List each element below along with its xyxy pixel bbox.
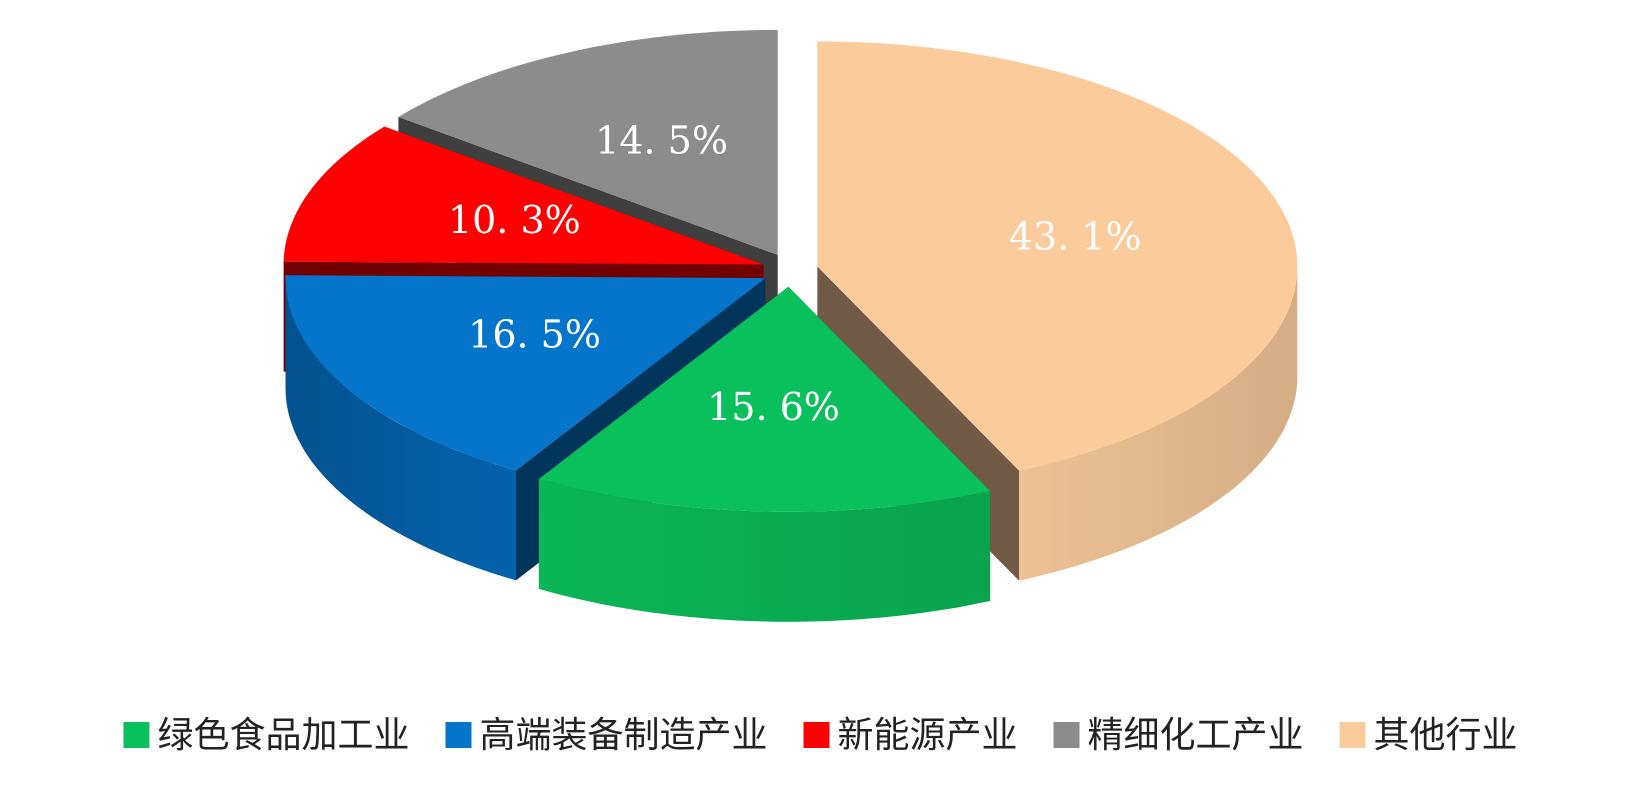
- slice-top: [283, 126, 764, 265]
- legend-swatch: [1339, 722, 1366, 748]
- data-label: 10. 3%: [448, 198, 581, 242]
- slice-wall: [285, 278, 516, 581]
- legend-item: 绿色食品加工业: [123, 715, 409, 756]
- legend-swatch: [123, 722, 150, 748]
- legend-label: 新能源产业: [837, 715, 1017, 756]
- legend: 绿色食品加工业 高端装备制造产业 新能源产业 精细化工产业 其他行业: [123, 715, 1518, 756]
- data-label: 43. 1%: [1009, 214, 1142, 258]
- legend-swatch: [803, 722, 830, 748]
- legend-swatch: [445, 722, 472, 748]
- slice-wall: [538, 479, 991, 622]
- slice-top: [538, 286, 991, 512]
- data-label: 14. 5%: [595, 118, 728, 162]
- legend-item: 其他行业: [1339, 715, 1518, 756]
- legend-label: 绿色食品加工业: [157, 715, 409, 756]
- slice-top: [817, 41, 1298, 471]
- legend-swatch: [1053, 722, 1080, 748]
- legend-item: 新能源产业: [803, 715, 1018, 756]
- legend-label: 高端装备制造产业: [479, 715, 767, 756]
- slice-top: [285, 275, 766, 471]
- slice-top: [398, 29, 778, 255]
- data-label: 15. 6%: [707, 385, 840, 429]
- pie-slice: [538, 286, 991, 622]
- legend-item: 高端装备制造产业: [445, 715, 767, 756]
- data-label: 16. 5%: [468, 313, 601, 357]
- legend-label: 精细化工产业: [1088, 715, 1304, 756]
- legend-label: 其他行业: [1374, 715, 1518, 756]
- legend-item: 精细化工产业: [1053, 715, 1304, 756]
- slice-wall: [1019, 266, 1298, 581]
